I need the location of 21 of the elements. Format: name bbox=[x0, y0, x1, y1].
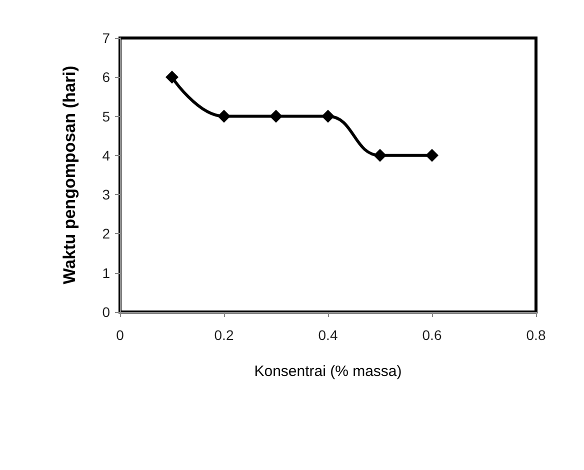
point bbox=[218, 110, 230, 123]
x-tick-label: 0.6 bbox=[422, 327, 442, 343]
y-tick-label: 5 bbox=[102, 108, 110, 124]
x-tick-label: 0.8 bbox=[526, 327, 546, 343]
y-tick-label: 6 bbox=[102, 69, 110, 86]
y-axis-title: Waktu pengomposan (hari) bbox=[60, 66, 79, 284]
y-tick-label: 2 bbox=[102, 226, 110, 242]
point bbox=[322, 110, 334, 123]
y-tick-label: 3 bbox=[102, 186, 110, 203]
x-tick-label: 0.4 bbox=[318, 327, 338, 343]
x-tick-label: 0 bbox=[116, 327, 124, 343]
point bbox=[166, 70, 178, 84]
point bbox=[426, 148, 438, 162]
y-tick-label: 0 bbox=[102, 304, 110, 320]
y-tick-label: 4 bbox=[102, 147, 110, 164]
y-tick-label: 7 bbox=[102, 30, 110, 46]
y-tick-label: 1 bbox=[102, 264, 110, 281]
point bbox=[374, 148, 386, 162]
point bbox=[270, 110, 282, 123]
x-axis-title: Konsentrai (% massa) bbox=[254, 363, 402, 380]
x-tick-label: 0.2 bbox=[214, 327, 234, 343]
